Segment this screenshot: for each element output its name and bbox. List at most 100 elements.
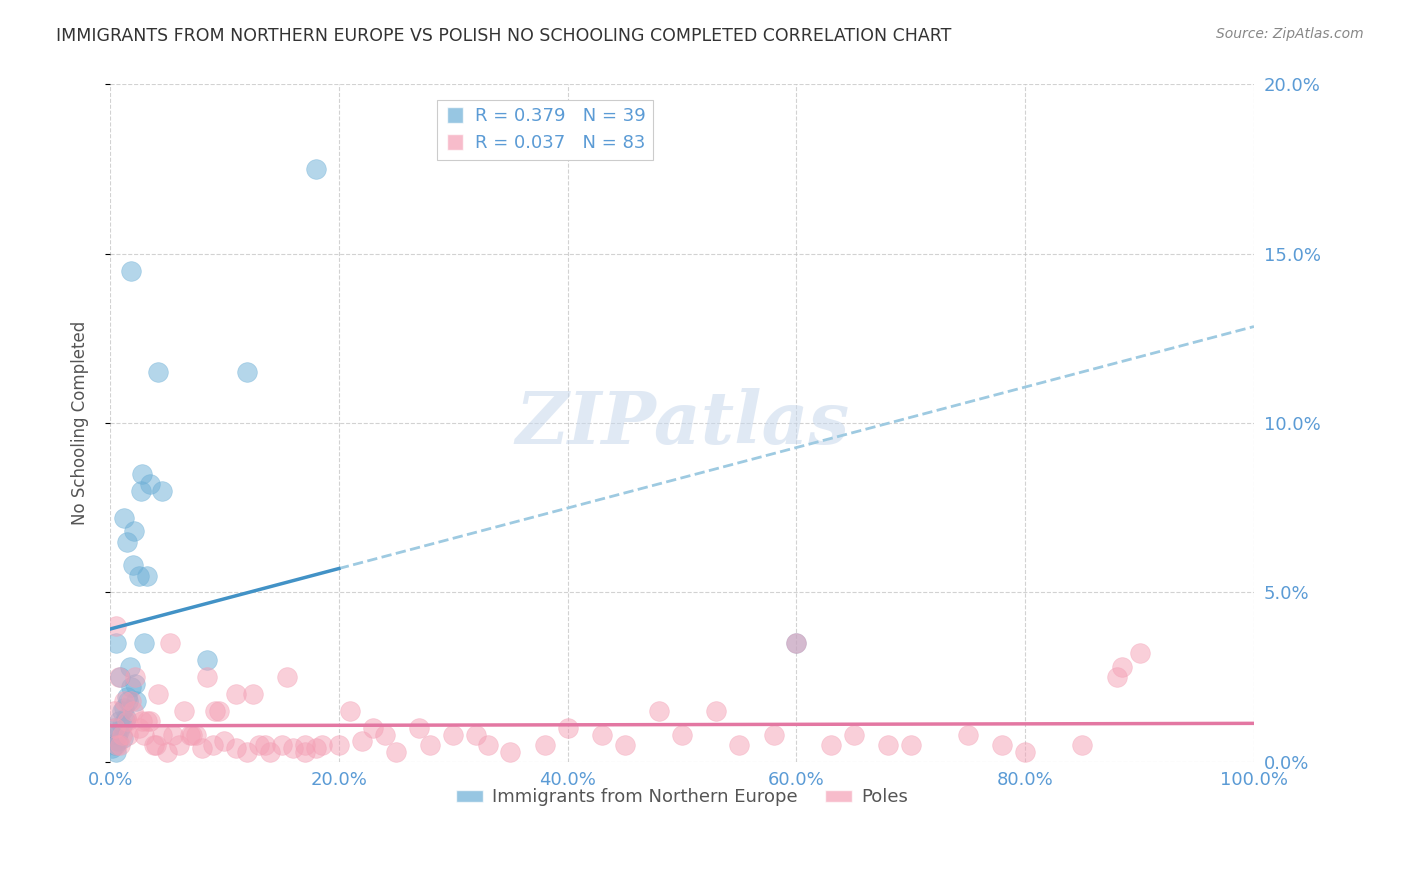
- Point: [120, 680, 142, 694]
- Point: [441, 728, 464, 742]
- Point: [281, 741, 304, 756]
- Point: [115, 714, 138, 728]
- Point: [247, 738, 270, 752]
- Point: [145, 738, 167, 752]
- Text: ZIPatlas: ZIPatlas: [515, 388, 849, 458]
- Point: [146, 365, 169, 379]
- Point: [253, 738, 276, 752]
- Point: [150, 728, 173, 742]
- Point: [613, 738, 636, 752]
- Point: [111, 731, 134, 745]
- Point: [991, 738, 1014, 752]
- Point: [104, 721, 127, 735]
- Point: [108, 714, 131, 728]
- Point: [1071, 738, 1094, 752]
- Point: [311, 738, 333, 752]
- Point: [225, 741, 247, 756]
- Point: [305, 162, 328, 177]
- Point: [120, 694, 142, 708]
- Point: [270, 738, 292, 752]
- Point: [117, 694, 139, 708]
- Point: [728, 738, 751, 752]
- Point: [122, 704, 145, 718]
- Point: [1014, 745, 1036, 759]
- Point: [146, 687, 169, 701]
- Point: [208, 704, 231, 718]
- Point: [1105, 670, 1128, 684]
- Point: [956, 728, 979, 742]
- Point: [225, 687, 247, 701]
- Point: [115, 711, 138, 725]
- Point: [112, 511, 135, 525]
- Point: [108, 670, 131, 684]
- Point: [533, 738, 555, 752]
- Point: [110, 738, 132, 752]
- Point: [115, 690, 138, 705]
- Point: [124, 677, 146, 691]
- Point: [671, 728, 693, 742]
- Point: [842, 728, 865, 742]
- Point: [134, 728, 156, 742]
- Point: [139, 714, 162, 728]
- Point: [110, 670, 132, 684]
- Point: [139, 477, 162, 491]
- Point: [762, 728, 785, 742]
- Point: [104, 636, 127, 650]
- Point: [110, 704, 132, 718]
- Point: [305, 741, 328, 756]
- Point: [101, 741, 124, 756]
- Point: [294, 738, 316, 752]
- Point: [159, 636, 181, 650]
- Point: [128, 721, 150, 735]
- Point: [900, 738, 922, 752]
- Point: [115, 534, 138, 549]
- Point: [350, 734, 373, 748]
- Point: [195, 670, 218, 684]
- Point: [195, 653, 218, 667]
- Point: [591, 728, 613, 742]
- Text: Source: ZipAtlas.com: Source: ZipAtlas.com: [1216, 27, 1364, 41]
- Point: [112, 700, 135, 714]
- Point: [202, 738, 225, 752]
- Point: [103, 721, 125, 735]
- Point: [785, 636, 807, 650]
- Point: [361, 721, 384, 735]
- Point: [204, 704, 226, 718]
- Point: [134, 636, 156, 650]
- Point: [181, 728, 204, 742]
- Point: [105, 728, 128, 742]
- Point: [820, 738, 842, 752]
- Point: [785, 636, 807, 650]
- Legend: Immigrants from Northern Europe, Poles: Immigrants from Northern Europe, Poles: [449, 781, 915, 814]
- Point: [112, 694, 135, 708]
- Point: [131, 714, 153, 728]
- Point: [339, 704, 361, 718]
- Point: [162, 728, 184, 742]
- Point: [105, 738, 128, 752]
- Point: [419, 738, 441, 752]
- Point: [1129, 647, 1152, 661]
- Point: [118, 660, 141, 674]
- Point: [142, 738, 165, 752]
- Point: [135, 568, 157, 582]
- Point: [557, 721, 579, 735]
- Point: [122, 558, 145, 573]
- Point: [294, 745, 316, 759]
- Text: IMMIGRANTS FROM NORTHERN EUROPE VS POLISH NO SCHOOLING COMPLETED CORRELATION CHA: IMMIGRANTS FROM NORTHERN EUROPE VS POLIS…: [56, 27, 952, 45]
- Point: [877, 738, 900, 752]
- Y-axis label: No Schooling Completed: No Schooling Completed: [72, 321, 89, 525]
- Point: [104, 738, 127, 752]
- Point: [104, 619, 127, 633]
- Point: [236, 745, 259, 759]
- Point: [104, 745, 127, 759]
- Point: [131, 467, 153, 481]
- Point: [107, 734, 129, 748]
- Point: [110, 717, 132, 731]
- Point: [704, 704, 727, 718]
- Point: [1111, 660, 1133, 674]
- Point: [465, 728, 488, 742]
- Point: [190, 741, 212, 756]
- Point: [242, 687, 264, 701]
- Point: [110, 728, 132, 742]
- Point: [184, 728, 207, 742]
